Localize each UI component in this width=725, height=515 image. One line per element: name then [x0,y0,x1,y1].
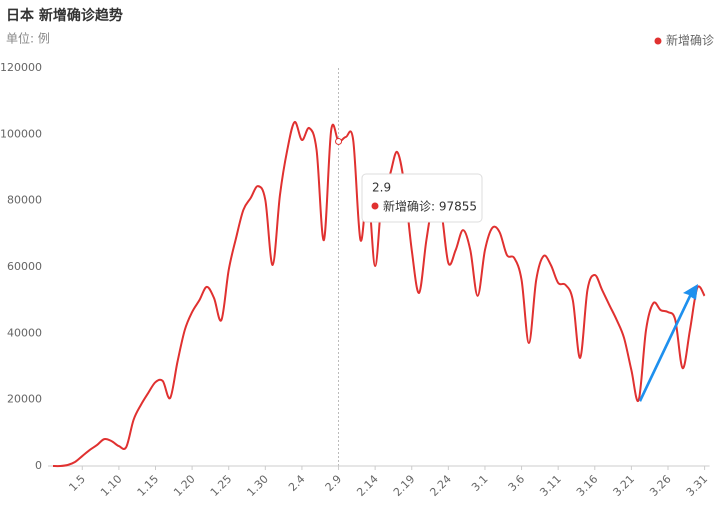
tooltip-box [361,173,483,223]
tooltip: 2.9 新增确诊: 97855 [361,173,483,223]
x-tick-label: 2.4 [286,472,308,494]
x-tick-label: 2.24 [427,472,454,499]
y-tick-label: 20000 [7,393,42,406]
legend: 新增确诊 [654,33,714,48]
x-tick-label: 2.14 [354,472,381,499]
x-tick-label: 3.6 [506,472,528,494]
hover-point [335,137,343,145]
y-tick-label: 60000 [7,260,42,273]
x-tick-label: 2.9 [323,472,345,494]
x-tick-label: 3.16 [574,472,601,499]
y-tick-label: 100000 [0,127,42,140]
x-tick-label: 3.11 [537,472,564,499]
x-tick-label: 3.26 [647,472,674,499]
tooltip-text: 新增确诊: 97855 [383,199,477,214]
chart-subtitle: 单位: 例 [6,31,50,46]
y-tick-label: 80000 [7,194,42,207]
y-tick-label: 0 [35,459,42,472]
x-tick-label: 1.15 [135,472,162,499]
arrow-annotation [639,284,698,402]
x-tick-label: 3.1 [469,472,491,494]
y-tick-label: 120000 [0,61,42,74]
chart-title: 日本 新增确诊趋势 [6,7,123,24]
x-tick-label: 1.10 [98,472,125,499]
x-tick-label: 1.5 [66,472,88,494]
x-tick-label: 3.31 [684,472,711,499]
legend-dot [654,37,662,45]
x-tick-label: 1.25 [208,472,235,499]
x-tick-label: 1.30 [244,472,271,499]
y-tick-label: 40000 [7,326,42,339]
line [52,121,706,468]
x-tick-label: 1.20 [171,472,198,499]
x-tick-label: 2.19 [391,472,418,499]
legend-label: 新增确诊 [666,33,714,48]
tooltip-title: 2.9 [372,181,391,195]
x-tick-label: 3.21 [611,472,638,499]
plot: 0 20000 40000 60000 80000 100000 120000 1.5 1.10… [0,61,710,499]
tooltip-dot [371,202,379,210]
